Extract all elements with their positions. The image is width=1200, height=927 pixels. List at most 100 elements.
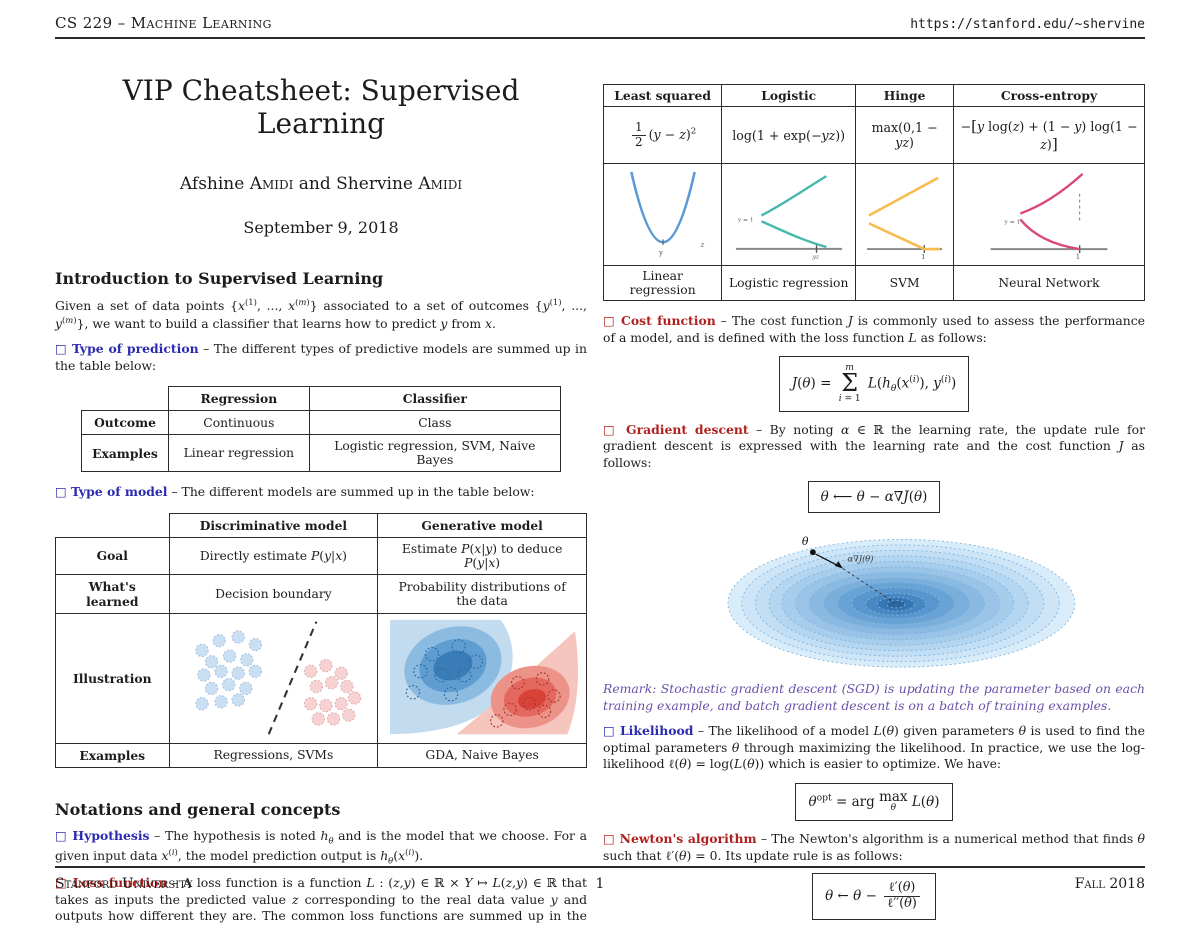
page-footer: Stanford University 1 Fall 2018 <box>55 866 1145 892</box>
column-header: Classifier <box>308 386 561 412</box>
table-cell: Linear regression <box>167 434 310 473</box>
prediction-table: Regression Classifier Outcome Continuous… <box>81 386 561 473</box>
model-name-cell: Logistic regression <box>721 265 857 301</box>
likelihood-formula-row: θopt = arg max θ L(θ) <box>603 782 1145 822</box>
svg-text:1: 1 <box>921 253 925 260</box>
svg-text:z: z <box>699 241 704 249</box>
table-row: What's learned Decision boundary Probabi… <box>55 573 587 614</box>
gradient-descent-formula: θ ⟵ θ − α∇J(θ) <box>807 481 941 514</box>
column-header: Hinge <box>855 84 954 107</box>
column-header: Cross-entropy <box>953 84 1145 107</box>
plot-cell: y = 1 1 <box>953 163 1145 266</box>
likelihood-formula: θopt = arg max θ L(θ) <box>795 782 953 822</box>
model-name-cell: Neural Network <box>953 265 1145 301</box>
table-cell: GDA, Naive Bayes <box>377 742 587 768</box>
type-of-prediction-text: – The different types of predictive mode… <box>55 341 588 373</box>
theta-label: θ <box>802 535 809 548</box>
decision-boundary-plot <box>195 621 362 735</box>
row-header: What's learned <box>55 573 170 614</box>
logistic-loss-plot: y = 1 yz <box>735 175 842 261</box>
footer-institution: Stanford University <box>55 876 193 892</box>
table-row: Goal Directly estimate P(y|x) Estimate P… <box>55 536 587 575</box>
plot-cell: y = 1 yz <box>721 163 857 266</box>
page-header: CS 229 – Machine Learning https://stanfo… <box>55 14 1145 39</box>
gradient-descent-illustration-wrap: θ α∇J(θ) <box>603 523 1145 673</box>
row-header: Outcome <box>81 410 169 436</box>
column-header: Regression <box>167 386 310 412</box>
table-cell: Estimate P(x|y) to deduce P(y|x) <box>377 536 587 575</box>
formula-cell: −[y log(z) + (1 − y) log(1 − z)] <box>953 106 1145 164</box>
model-name-cell: SVM <box>855 265 954 301</box>
authors-line: Afshine Amidi and Shervine Amidi <box>179 174 463 194</box>
sgd-remark: Remark: Stochastic gradient descent (SGD… <box>603 681 1145 713</box>
table-cell: Regressions, SVMs <box>168 742 379 768</box>
hinge-loss-plot: 1 <box>866 176 942 261</box>
least-squared-loss-plot: y z <box>629 171 704 257</box>
newton-formula-row: θ ← θ − ℓ′(θ) ℓ′′(θ) <box>603 873 1145 920</box>
row-header: Illustration <box>55 612 170 744</box>
document-title: VIP Cheatsheet: Supervised Learning <box>122 74 520 140</box>
author-url-link[interactable]: https://stanford.edu/~shervine <box>910 17 1145 32</box>
decision-boundary-dashed-line <box>268 621 318 735</box>
loss-function-paragraph: □ Loss function – A loss function is a f… <box>55 875 587 927</box>
date-line: September 9, 2018 <box>243 218 399 237</box>
type-of-prediction-keyword: □ Type of prediction <box>55 341 199 357</box>
column-header: Least squared <box>602 84 723 107</box>
gradient-descent-paragraph: □ Gradient descent – By noting α ∈ ℝ the… <box>603 422 1145 472</box>
newton-formula: θ ← θ − ℓ′(θ) ℓ′′(θ) <box>812 873 936 920</box>
table-cell: Class <box>308 410 561 436</box>
loss-function-text: – A loss function is a function L : (z,y… <box>55 875 588 927</box>
course-title: CS 229 – Machine Learning <box>55 14 272 32</box>
intro-paragraph: Given a set of data points {x(1), ..., x… <box>55 297 587 331</box>
theta-point <box>809 549 816 556</box>
likelihood-paragraph: □ Likelihood – The likelihood of a model… <box>603 723 1145 773</box>
table-row: Least squared Logistic Hinge Cross-entro… <box>602 84 1145 107</box>
model-name-cell: Linear regression <box>602 265 723 301</box>
corner-cell <box>56 513 170 537</box>
table-row: Discriminative model Generative model <box>56 512 587 538</box>
left-column: VIP Cheatsheet: Supervised Learning Afsh… <box>55 58 587 927</box>
type-of-prediction-paragraph: □ Type of prediction – The different typ… <box>55 341 587 374</box>
generative-illustration-cell <box>377 612 587 744</box>
cost-function-text: – The cost function J is commonly used t… <box>603 313 1145 345</box>
table-row: Illustration <box>55 612 587 744</box>
svg-text:y: y <box>658 249 663 257</box>
gradient-descent-contour-plot: θ α∇J(θ) <box>727 535 1076 668</box>
gradient-descent-keyword: □ Gradient descent <box>603 421 749 437</box>
table-row: y z y = 1 yz <box>602 163 1145 266</box>
table-row: Examples Regressions, SVMs GDA, Naive Ba… <box>55 742 587 768</box>
model-comparison-table: Discriminative model Generative model Go… <box>55 512 587 768</box>
svg-text:1: 1 <box>1076 253 1080 260</box>
column-header: Generative model <box>377 512 587 538</box>
loss-functions-table: Least squared Logistic Hinge Cross-entro… <box>602 84 1145 301</box>
svg-text:y = 1: y = 1 <box>1003 218 1020 225</box>
formula-cell: max(0,1 − yz) <box>855 106 954 164</box>
row-header: Goal <box>55 536 170 575</box>
table-row: Regression Classifier <box>82 386 561 412</box>
likelihood-text: – The likelihood of a model L(θ) given p… <box>603 723 1145 772</box>
type-of-model-text: – The different models are summed up in … <box>167 484 535 500</box>
type-of-model-keyword: □ Type of model <box>55 484 168 500</box>
row-header: Examples <box>81 434 169 473</box>
probability-distribution-plot <box>390 619 579 734</box>
svg-text:y = 1: y = 1 <box>737 217 754 223</box>
table-row: 1 2 (y − z)2 log(1 + exp(−yz)) max(0,1 − y… <box>602 106 1145 164</box>
formula-cell: log(1 + exp(−yz)) <box>721 106 857 164</box>
notations-section-heading: Notations and general concepts <box>55 799 341 819</box>
likelihood-keyword: □ Likelihood <box>603 723 694 739</box>
newton-keyword: □ Newton's algorithm <box>603 831 757 847</box>
column-header: Logistic <box>721 84 857 107</box>
type-of-model-paragraph: □ Type of model – The different models a… <box>55 484 587 501</box>
cross-entropy-loss-plot: y = 1 1 <box>990 173 1108 261</box>
plot-cell: 1 <box>855 163 954 266</box>
footer-page-number: 1 <box>595 876 605 892</box>
table-cell: Continuous <box>167 410 310 436</box>
plot-cell: y z <box>602 163 723 266</box>
loss-function-keyword: □ Loss function <box>55 875 168 891</box>
corner-cell <box>82 387 169 411</box>
table-row: Linear regression Logistic regression SV… <box>602 265 1145 301</box>
gradient-descent-formula-row: θ ⟵ θ − α∇J(θ) <box>603 481 1145 514</box>
